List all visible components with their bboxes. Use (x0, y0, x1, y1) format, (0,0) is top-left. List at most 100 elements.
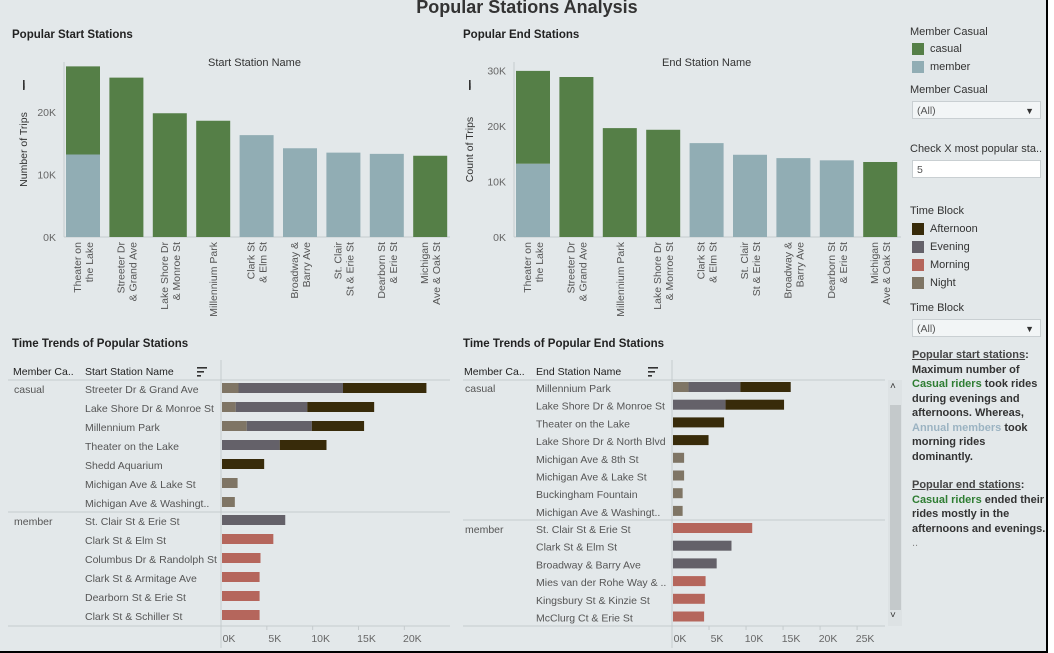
bar-member (283, 148, 317, 237)
sort-icon (469, 80, 471, 90)
bar-afternoon (343, 383, 427, 393)
end-station-header[interactable]: End Station Name (536, 366, 622, 378)
bar-evening (673, 540, 732, 551)
legend-label: Night (930, 277, 956, 289)
group-label: member (14, 516, 53, 528)
station-label: Millennium Park (85, 422, 160, 434)
x-tick-label: St & Erie St (344, 242, 356, 296)
legend-item-night[interactable]: Night (912, 277, 956, 289)
legend-item-morning[interactable]: Morning (912, 259, 970, 271)
bar-night (673, 452, 685, 463)
bar-morning (673, 576, 706, 587)
y-tick-label: 10K (37, 170, 56, 182)
legend-item-afternoon[interactable]: Afternoon (912, 223, 978, 235)
x-tick-label: 15K (357, 633, 376, 645)
legend-label: Evening (930, 241, 970, 253)
scroll-down-icon[interactable]: ˅ (890, 610, 896, 621)
insight-text: took morning rides dominantly. (912, 421, 1028, 463)
timeblock-select[interactable]: (All) ▼ (912, 319, 1041, 337)
bar-afternoon (673, 435, 709, 446)
topx-input[interactable]: 5 (912, 160, 1041, 178)
x-tick-label: & Elm St (708, 242, 720, 283)
x-tick-label: 20K (403, 633, 422, 645)
right-edge (1046, 0, 1054, 653)
x-tick-label: & Monroe St (664, 242, 676, 300)
dashboard-title: Popular Stations Analysis (416, 0, 638, 17)
station-label: Buckingham Fountain (536, 489, 638, 501)
legend-item-member[interactable]: member (912, 61, 970, 73)
legend-item-evening[interactable]: Evening (912, 241, 970, 253)
y-axis-label: Count of Trips (464, 117, 476, 182)
bar-night (222, 478, 238, 488)
scroll-up-icon[interactable]: ˄ (890, 381, 896, 392)
end-chart-title: Popular End Stations (463, 29, 580, 41)
bar-night (222, 383, 239, 393)
legend-label: Afternoon (930, 223, 978, 235)
bar-evening (235, 402, 308, 412)
scrollbar-thumb[interactable] (890, 405, 901, 610)
bar-morning (222, 534, 274, 544)
bar-casual (196, 120, 231, 237)
x-tick-label: & Grand Ave (127, 242, 139, 302)
sort-icon[interactable] (648, 366, 660, 377)
bar-morning (222, 610, 260, 620)
bar-afternoon (279, 440, 327, 450)
group-label: casual (465, 383, 495, 395)
station-label: Clark St & Armitage Ave (85, 573, 197, 585)
x-tick-label: Michigan (419, 242, 431, 284)
station-label: Lake Shore Dr & North Blvd (536, 436, 666, 448)
colon: : (1025, 349, 1029, 361)
x-tick-label: & Grand Ave (577, 242, 589, 302)
x-tick-label: St. Clair (332, 242, 344, 280)
member-casual-select[interactable]: (All) ▼ (912, 101, 1041, 119)
bar-casual (516, 70, 550, 164)
y-tick-label: 30K (487, 65, 506, 77)
x-tick-label: Theater on (72, 242, 84, 293)
y-tick-label: 10K (487, 176, 506, 188)
station-label: Streeter Dr & Grand Ave (85, 384, 199, 396)
x-tick-label: Broadway & (782, 242, 794, 299)
station-label: Mies van der Rohe Way & .. (536, 577, 666, 589)
legend-label: member (930, 61, 971, 73)
bar-morning (222, 572, 260, 582)
group-label: member (465, 524, 504, 536)
end-stations-bar-chart: 0K 10K 20K 30K Count of Trips Theater on the L… (464, 62, 901, 317)
bar-afternoon (725, 399, 785, 410)
right-border (1046, 0, 1048, 653)
station-label: Michigan Ave & Washingt.. (85, 498, 209, 510)
bar-morning (673, 523, 753, 533)
member-casual-header-end[interactable]: Member Ca.. (464, 366, 525, 378)
x-tick-label: 5K (268, 633, 281, 645)
station-label: Millennium Park (536, 383, 611, 395)
select-value: (All) (917, 323, 936, 335)
start-station-header[interactable]: Start Station Name (85, 366, 174, 378)
insight-annual: Annual members (912, 421, 1002, 434)
member-casual-header[interactable]: Member Ca.. (13, 366, 74, 378)
evening-swatch (912, 241, 924, 253)
bar-night (673, 470, 685, 481)
sort-icon (23, 80, 25, 90)
colon: : (1020, 479, 1025, 491)
start-stations-bar-chart: 0K 10K 20K Number of Trips Theater on the Lak… (18, 62, 450, 317)
bar-member (689, 143, 724, 237)
bar-casual (66, 66, 100, 155)
morning-swatch (912, 259, 924, 271)
x-tick-label: Millennium Park (615, 241, 627, 316)
insight-start: Popular start stations: Maximum number o… (912, 348, 1046, 464)
x-tick-label: 0K (223, 633, 236, 645)
timeblock-filter-label: Time Block (910, 302, 964, 314)
insight-text: ended their rides mostly in the afternoo… (912, 493, 1046, 535)
x-tick-label: Millennium Park (208, 241, 220, 316)
bar-member (239, 135, 274, 237)
sort-icon[interactable] (197, 366, 209, 377)
start-time-trends-chart: 0K 5K 10K 15K 20K casual Streeter Dr & Grand A… (8, 360, 450, 648)
station-label: Michigan Ave & Lake St (536, 472, 647, 484)
legend-item-casual[interactable]: casual (912, 43, 962, 55)
station-label: St. Clair St & Erie St (536, 524, 631, 536)
bar-afternoon (740, 382, 791, 392)
station-label: Michigan Ave & Washingt.. (536, 507, 660, 519)
station-label: Clark St & Elm St (85, 535, 166, 547)
select-value: (All) (917, 105, 936, 117)
station-label: Michigan Ave & Lake St (85, 479, 196, 491)
bar-casual (602, 128, 637, 237)
